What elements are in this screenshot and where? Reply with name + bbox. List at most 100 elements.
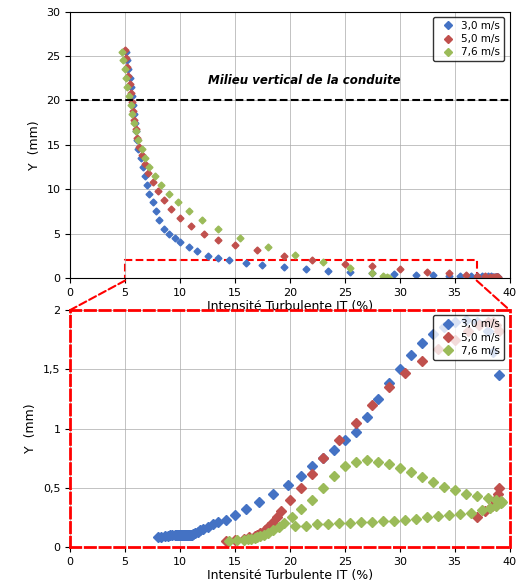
3,0 m/s (204, 524, 211, 531)
5,0 m/s (476, 322, 482, 329)
5,0 m/s (483, 508, 489, 515)
5,0 m/s (215, 236, 222, 243)
5,0 m/s (309, 470, 315, 477)
Legend: 3,0 m/s, 5,0 m/s, 7,6 m/s: 3,0 m/s, 5,0 m/s, 7,6 m/s (433, 315, 504, 360)
3,0 m/s (474, 273, 480, 280)
3,0 m/s (139, 163, 146, 170)
7,6 m/s (498, 500, 504, 507)
7,6 m/s (292, 522, 298, 529)
5,0 m/s (493, 274, 500, 281)
7,6 m/s (123, 75, 129, 82)
5,0 m/s (129, 108, 136, 115)
5,0 m/s (201, 230, 207, 237)
Line: 5,0 m/s: 5,0 m/s (123, 47, 500, 280)
7,6 m/s (186, 208, 192, 215)
5,0 m/s (495, 490, 501, 497)
7,6 m/s (152, 173, 158, 180)
3,0 m/s (186, 532, 192, 539)
5,0 m/s (474, 272, 480, 279)
7,6 m/s (424, 514, 431, 521)
Bar (125, 260, 477, 281)
7,6 m/s (133, 128, 139, 135)
5,0 m/s (493, 322, 500, 329)
5,0 m/s (281, 252, 288, 259)
5,0 m/s (287, 496, 293, 503)
5,0 m/s (254, 532, 260, 539)
5,0 m/s (463, 271, 469, 278)
5,0 m/s (232, 536, 238, 543)
5,0 m/s (320, 455, 326, 462)
7,6 m/s (383, 273, 389, 280)
7,6 m/s (129, 110, 135, 117)
Line: 3,0 m/s: 3,0 m/s (154, 316, 502, 541)
5,0 m/s (451, 336, 458, 343)
Line: 5,0 m/s: 5,0 m/s (223, 318, 502, 545)
5,0 m/s (490, 273, 496, 280)
7,6 m/s (226, 538, 232, 545)
7,6 m/s (199, 216, 205, 223)
7,6 m/s (237, 235, 243, 242)
5,0 m/s (402, 369, 408, 376)
Line: 7,6 m/s: 7,6 m/s (120, 49, 391, 280)
5,0 m/s (145, 170, 151, 177)
5,0 m/s (252, 533, 258, 540)
5,0 m/s (241, 535, 247, 542)
5,0 m/s (223, 538, 229, 545)
5,0 m/s (496, 328, 502, 335)
3,0 m/s (155, 534, 161, 541)
7,6 m/s (119, 48, 125, 55)
5,0 m/s (142, 161, 148, 168)
Text: Milieu vertical de la conduite: Milieu vertical de la conduite (207, 74, 400, 87)
5,0 m/s (168, 205, 174, 212)
7,6 m/s (234, 537, 240, 544)
5,0 m/s (274, 514, 280, 521)
3,0 m/s (174, 532, 180, 539)
7,6 m/s (265, 243, 271, 250)
7,6 m/s (347, 264, 354, 271)
7,6 m/s (386, 274, 392, 281)
5,0 m/s (419, 357, 425, 364)
7,6 m/s (369, 270, 375, 277)
5,0 m/s (136, 143, 142, 150)
5,0 m/s (483, 273, 489, 280)
5,0 m/s (128, 99, 135, 106)
5,0 m/s (262, 527, 268, 534)
3,0 m/s (492, 273, 499, 280)
7,6 m/s (158, 181, 164, 188)
5,0 m/s (487, 273, 493, 280)
7,6 m/s (292, 252, 298, 259)
5,0 m/s (495, 274, 501, 281)
5,0 m/s (298, 484, 304, 491)
3,0 m/s (496, 371, 502, 378)
5,0 m/s (435, 346, 441, 353)
5,0 m/s (336, 437, 343, 444)
7,6 m/s (487, 504, 493, 511)
5,0 m/s (485, 318, 491, 325)
5,0 m/s (265, 524, 271, 531)
3,0 m/s (463, 316, 469, 323)
7,6 m/s (146, 163, 152, 170)
7,6 m/s (175, 199, 181, 206)
5,0 m/s (309, 257, 315, 264)
5,0 m/s (489, 502, 495, 509)
5,0 m/s (494, 274, 500, 281)
3,0 m/s (256, 498, 262, 505)
5,0 m/s (269, 519, 276, 526)
7,6 m/s (138, 146, 145, 153)
3,0 m/s (430, 272, 436, 279)
5,0 m/s (149, 178, 155, 185)
Y-axis label: Y  (mm): Y (mm) (24, 404, 37, 453)
Line: 7,6 m/s: 7,6 m/s (226, 457, 505, 545)
5,0 m/s (465, 328, 471, 335)
X-axis label: Intensité Turbulente IT (%): Intensité Turbulente IT (%) (207, 300, 373, 314)
5,0 m/s (246, 534, 252, 541)
3,0 m/s (123, 48, 129, 55)
5,0 m/s (122, 46, 128, 53)
5,0 m/s (177, 214, 183, 221)
5,0 m/s (491, 274, 498, 281)
5,0 m/s (496, 484, 502, 491)
5,0 m/s (493, 274, 499, 281)
5,0 m/s (188, 223, 194, 230)
5,0 m/s (134, 134, 140, 141)
5,0 m/s (138, 152, 145, 159)
